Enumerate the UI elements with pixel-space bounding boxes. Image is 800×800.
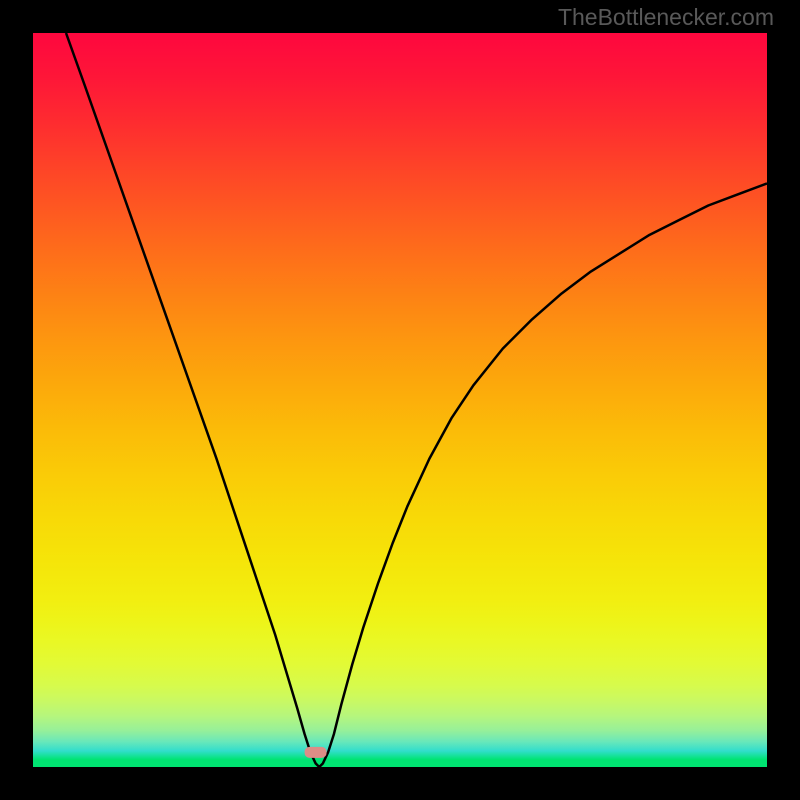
- gradient-plot-area: [33, 33, 767, 767]
- optimal-point-marker: [305, 747, 327, 758]
- watermark-text: TheBottlenecker.com: [558, 4, 774, 31]
- bottleneck-chart: [0, 0, 800, 800]
- chart-container: TheBottlenecker.com: [0, 0, 800, 800]
